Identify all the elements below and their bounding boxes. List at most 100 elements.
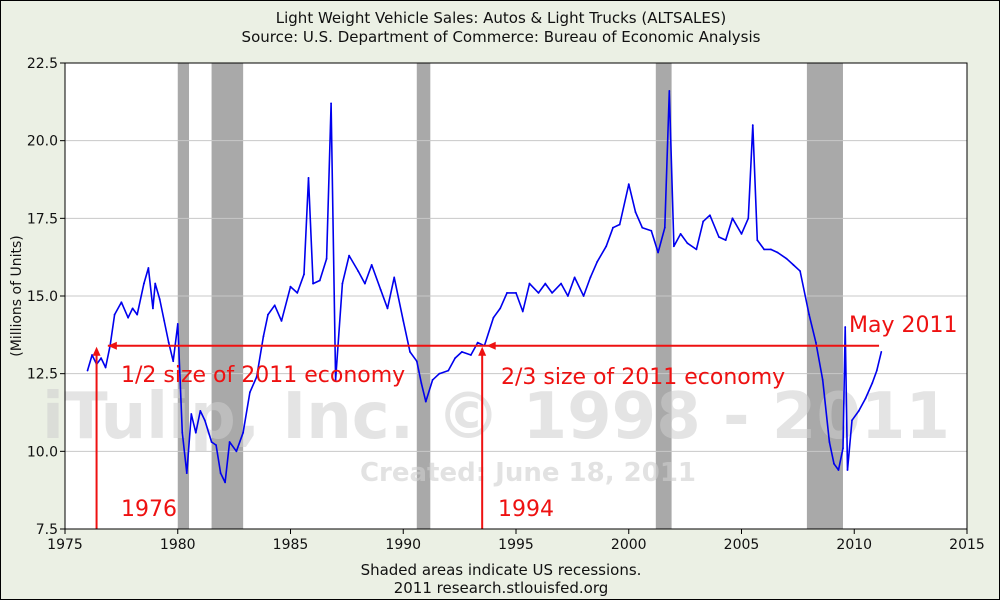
data-point bbox=[86, 369, 89, 372]
data-point bbox=[255, 375, 258, 378]
data-point bbox=[582, 295, 585, 297]
annotation-two-thirds-size: 2/3 size of 2011 economy bbox=[501, 365, 785, 390]
data-point bbox=[334, 378, 337, 381]
reference-arrowhead bbox=[107, 341, 117, 350]
recession-note: Shaded areas indicate US recessions. bbox=[360, 561, 642, 579]
data-point bbox=[808, 313, 811, 316]
data-point bbox=[190, 413, 193, 415]
data-point bbox=[769, 248, 772, 251]
data-point bbox=[402, 319, 405, 322]
data-point bbox=[158, 298, 161, 301]
marker-arrowhead bbox=[92, 346, 101, 356]
data-point bbox=[273, 304, 276, 307]
data-point bbox=[731, 217, 734, 220]
marker-arrowhead bbox=[478, 346, 487, 356]
x-tick-label: 1975 bbox=[47, 537, 83, 553]
data-point bbox=[718, 236, 720, 238]
y-tick-label: 20.0 bbox=[27, 134, 58, 150]
data-point bbox=[702, 220, 705, 223]
data-point bbox=[143, 282, 145, 285]
data-point bbox=[176, 323, 179, 325]
data-point bbox=[364, 282, 366, 285]
data-point bbox=[492, 316, 495, 319]
source-credit: 2011 research.stlouisfed.org bbox=[393, 579, 609, 597]
data-point bbox=[262, 335, 265, 338]
x-tick-label: 1985 bbox=[273, 537, 309, 553]
y-axis-label: (Millions of Units) bbox=[9, 235, 25, 356]
data-point bbox=[470, 354, 472, 356]
data-point bbox=[424, 400, 427, 403]
data-point bbox=[312, 282, 314, 285]
data-point bbox=[147, 267, 150, 269]
data-point bbox=[215, 444, 217, 447]
data-point bbox=[828, 441, 831, 443]
data-point bbox=[650, 229, 653, 232]
x-tick-label: 2005 bbox=[724, 537, 760, 553]
data-point bbox=[454, 357, 457, 360]
data-point bbox=[476, 341, 479, 344]
y-tick-label: 10.0 bbox=[27, 444, 58, 460]
y-tick-label: 22.5 bbox=[27, 56, 58, 72]
x-tick-label: 2010 bbox=[836, 537, 872, 553]
data-point bbox=[785, 257, 788, 260]
data-point bbox=[815, 341, 817, 344]
data-point bbox=[747, 217, 750, 220]
data-point bbox=[152, 307, 154, 310]
data-point bbox=[842, 447, 844, 450]
y-tick-label: 15.0 bbox=[27, 289, 58, 305]
chart-title: Light Weight Vehicle Sales: Autos & Ligh… bbox=[275, 9, 727, 27]
data-point bbox=[307, 177, 310, 179]
data-point bbox=[210, 441, 213, 443]
x-tick-label: 1980 bbox=[160, 537, 196, 553]
data-point bbox=[235, 450, 238, 453]
data-point bbox=[566, 295, 569, 297]
data-point bbox=[695, 248, 698, 251]
data-point bbox=[844, 326, 847, 328]
series-line bbox=[86, 90, 883, 484]
data-point bbox=[181, 431, 184, 434]
data-point bbox=[415, 360, 418, 363]
data-point bbox=[751, 124, 754, 127]
data-point bbox=[821, 378, 824, 381]
data-point bbox=[154, 282, 157, 285]
data-point bbox=[799, 270, 802, 273]
data-point bbox=[668, 90, 671, 92]
data-point bbox=[185, 472, 188, 474]
data-point bbox=[641, 226, 644, 229]
data-point bbox=[289, 285, 292, 288]
data-point bbox=[393, 276, 396, 279]
data-point bbox=[634, 211, 637, 214]
data-point bbox=[348, 254, 351, 257]
data-point bbox=[740, 232, 743, 235]
reference-arrowhead bbox=[486, 341, 496, 350]
annotation-half-size: 1/2 size of 2011 economy bbox=[121, 363, 405, 388]
data-point bbox=[131, 307, 134, 310]
data-point bbox=[120, 301, 123, 304]
data-point bbox=[370, 264, 373, 266]
data-point bbox=[857, 410, 860, 412]
data-point bbox=[605, 245, 608, 248]
data-point bbox=[447, 369, 450, 372]
data-point bbox=[528, 282, 531, 285]
data-point bbox=[573, 276, 576, 279]
x-tick-label: 2015 bbox=[949, 537, 985, 553]
data-point bbox=[506, 291, 508, 294]
data-point bbox=[596, 260, 599, 263]
data-point bbox=[330, 102, 332, 105]
data-point bbox=[537, 291, 540, 294]
data-point bbox=[864, 397, 867, 400]
data-point bbox=[296, 291, 299, 294]
data-point bbox=[203, 419, 206, 422]
data-point bbox=[756, 239, 759, 241]
x-tick-label: 1995 bbox=[498, 537, 534, 553]
annotation-1994: 1994 bbox=[498, 497, 554, 522]
data-point bbox=[499, 307, 502, 310]
data-point bbox=[776, 251, 779, 254]
x-tick-label: 2000 bbox=[611, 537, 647, 553]
data-point bbox=[163, 319, 166, 322]
data-point bbox=[104, 366, 107, 369]
data-point bbox=[460, 351, 463, 353]
data-point bbox=[560, 282, 562, 285]
